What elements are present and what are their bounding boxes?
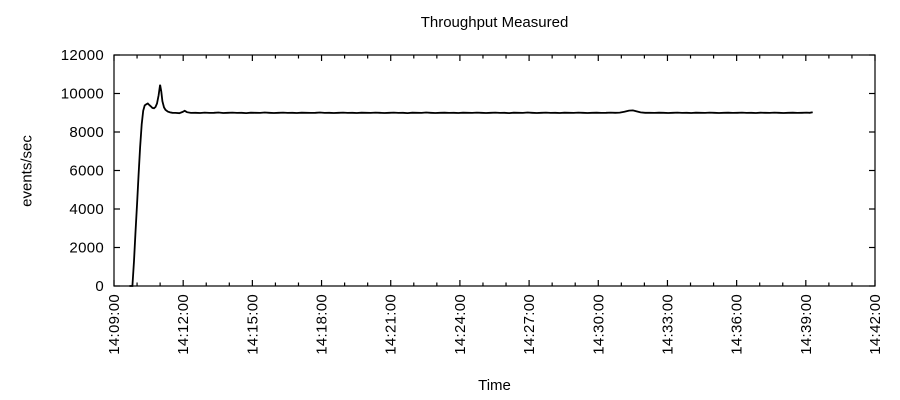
x-tick-label: 14:21:00 bbox=[383, 294, 400, 355]
y-tick-label: 4000 bbox=[69, 201, 104, 218]
x-tick-label: 14:12:00 bbox=[175, 294, 192, 355]
x-tick-label: 14:15:00 bbox=[244, 294, 261, 355]
plot-border bbox=[113, 54, 876, 287]
y-tick-label: 12000 bbox=[61, 47, 104, 64]
x-tick-label: 14:33:00 bbox=[659, 294, 676, 355]
y-tick-label: 0 bbox=[95, 278, 104, 295]
x-tick-label: 14:27:00 bbox=[521, 294, 538, 355]
x-tick-label: 14:39:00 bbox=[798, 294, 815, 355]
chart-title: Throughput Measured bbox=[420, 14, 569, 31]
throughput-line bbox=[129, 84, 813, 287]
x-tick-label: 14:42:00 bbox=[867, 294, 884, 355]
y-tick-label: 10000 bbox=[61, 86, 104, 103]
x-tick-label: 14:30:00 bbox=[590, 294, 607, 355]
x-tick-label: 14:09:00 bbox=[106, 294, 123, 355]
y-tick-label: 8000 bbox=[69, 124, 104, 141]
x-tick-label: 14:24:00 bbox=[452, 294, 469, 355]
x-tick-label: 14:36:00 bbox=[729, 294, 746, 355]
x-axis-title: Time bbox=[478, 377, 511, 394]
y-tick-label: 2000 bbox=[69, 240, 104, 257]
y-tick-label: 6000 bbox=[69, 163, 104, 180]
x-tick-label: 14:18:00 bbox=[314, 294, 331, 355]
